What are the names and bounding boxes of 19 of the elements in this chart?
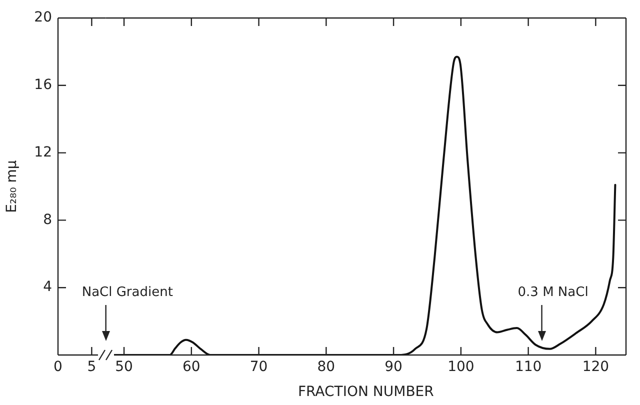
x-tick-label: 5 [87,359,96,376]
y-axis-title: E₂₈₀ mμ [4,160,20,213]
y-tick-label: 12 [34,144,52,160]
ref-line-label: NaCl Gradient [82,284,173,300]
x-tick-label: 60 [182,359,200,376]
x-tick-label: 80 [317,359,336,376]
y-tick-label: 16 [34,77,52,94]
x-tick-label: 90 [384,359,402,376]
y-tick-label: 20 [34,10,52,26]
x-tick-label: 110 [514,359,542,376]
x-tick-label: 0 [54,359,62,376]
legend-label: 0.3 M NaCl [518,284,588,300]
x-tick-label: 120 [582,359,610,376]
x-tick-label: 100 [448,359,474,376]
x-axis-title: FRACTION NUMBER [298,384,434,400]
y-tick-label: 8 [43,212,52,228]
y-tick-label: 4 [43,279,52,296]
x-tick-label: 70 [250,359,268,376]
x-tick-label: 50 [115,359,133,376]
